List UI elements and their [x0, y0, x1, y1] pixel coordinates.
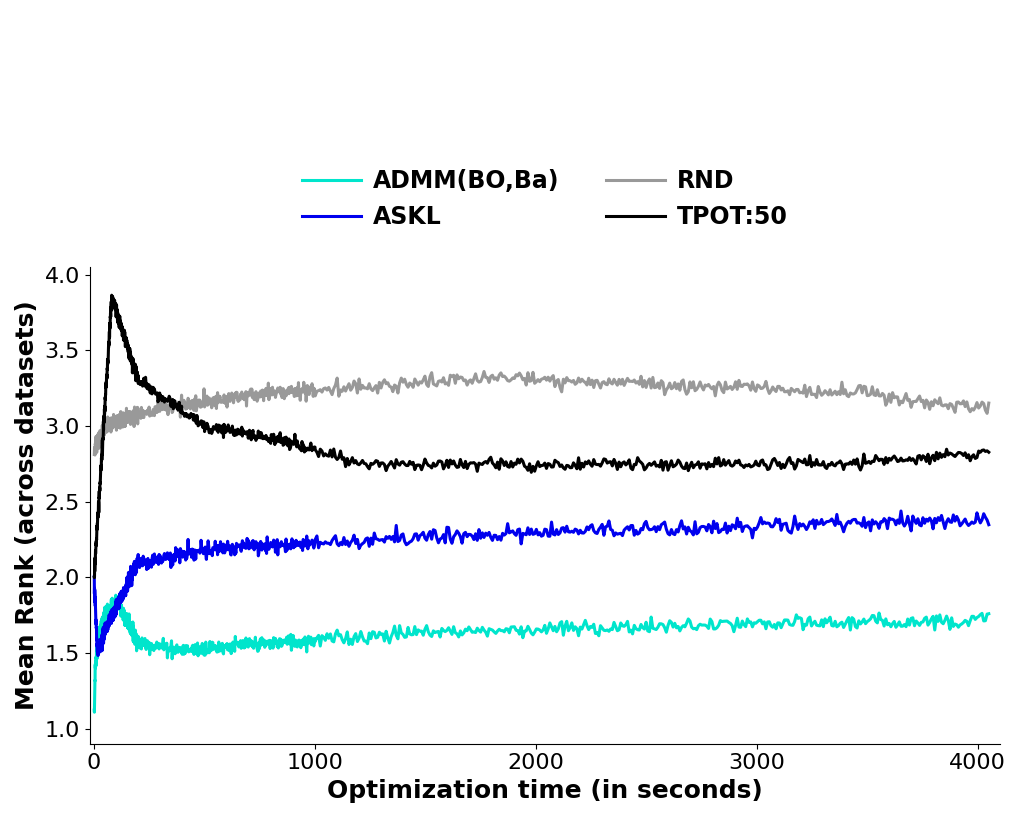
ADMM(BO,Ba)	[88, 708, 100, 717]
TPOT:50	[88, 573, 100, 582]
RND	[89, 450, 101, 460]
ADMM(BO,Ba)	[557, 631, 569, 640]
RND	[97, 429, 110, 438]
Line: ADMM(BO,Ba): ADMM(BO,Ba)	[94, 596, 989, 712]
ASKL	[92, 650, 104, 660]
Line: ASKL: ASKL	[94, 511, 989, 655]
ASKL	[895, 506, 907, 516]
TPOT:50	[983, 447, 995, 457]
RND	[88, 450, 100, 460]
TPOT:50	[557, 463, 569, 473]
RND	[478, 366, 490, 376]
ADMM(BO,Ba)	[94, 627, 106, 637]
RND	[983, 398, 995, 408]
RND	[557, 375, 569, 384]
ADMM(BO,Ba)	[166, 654, 178, 663]
ASKL	[983, 519, 995, 529]
ADMM(BO,Ba)	[88, 705, 100, 715]
ASKL	[94, 634, 106, 644]
ADMM(BO,Ba)	[983, 609, 995, 618]
RND	[94, 431, 106, 441]
RND	[913, 391, 926, 401]
Y-axis label: Mean Rank (across datasets): Mean Rank (across datasets)	[15, 300, 39, 710]
ASKL	[119, 585, 131, 595]
X-axis label: Optimization time (in seconds): Optimization time (in seconds)	[327, 779, 763, 803]
TPOT:50	[913, 451, 926, 461]
ADMM(BO,Ba)	[119, 614, 131, 624]
TPOT:50	[88, 573, 100, 582]
TPOT:50	[166, 401, 178, 411]
ASKL	[97, 625, 110, 635]
ASKL	[913, 520, 926, 530]
TPOT:50	[94, 479, 106, 488]
ADMM(BO,Ba)	[913, 621, 926, 631]
TPOT:50	[97, 412, 110, 422]
RND	[166, 402, 178, 411]
Line: TPOT:50: TPOT:50	[94, 295, 989, 578]
TPOT:50	[105, 290, 118, 300]
ASKL	[556, 524, 568, 533]
ASKL	[88, 572, 100, 582]
Legend: ADMM(BO,Ba), ASKL, RND, TPOT:50: ADMM(BO,Ba), ASKL, RND, TPOT:50	[292, 160, 798, 238]
TPOT:50	[119, 335, 131, 345]
Line: RND: RND	[94, 371, 989, 455]
RND	[119, 417, 131, 427]
ADMM(BO,Ba)	[97, 616, 110, 626]
ASKL	[166, 551, 178, 560]
ADMM(BO,Ba)	[110, 591, 122, 600]
